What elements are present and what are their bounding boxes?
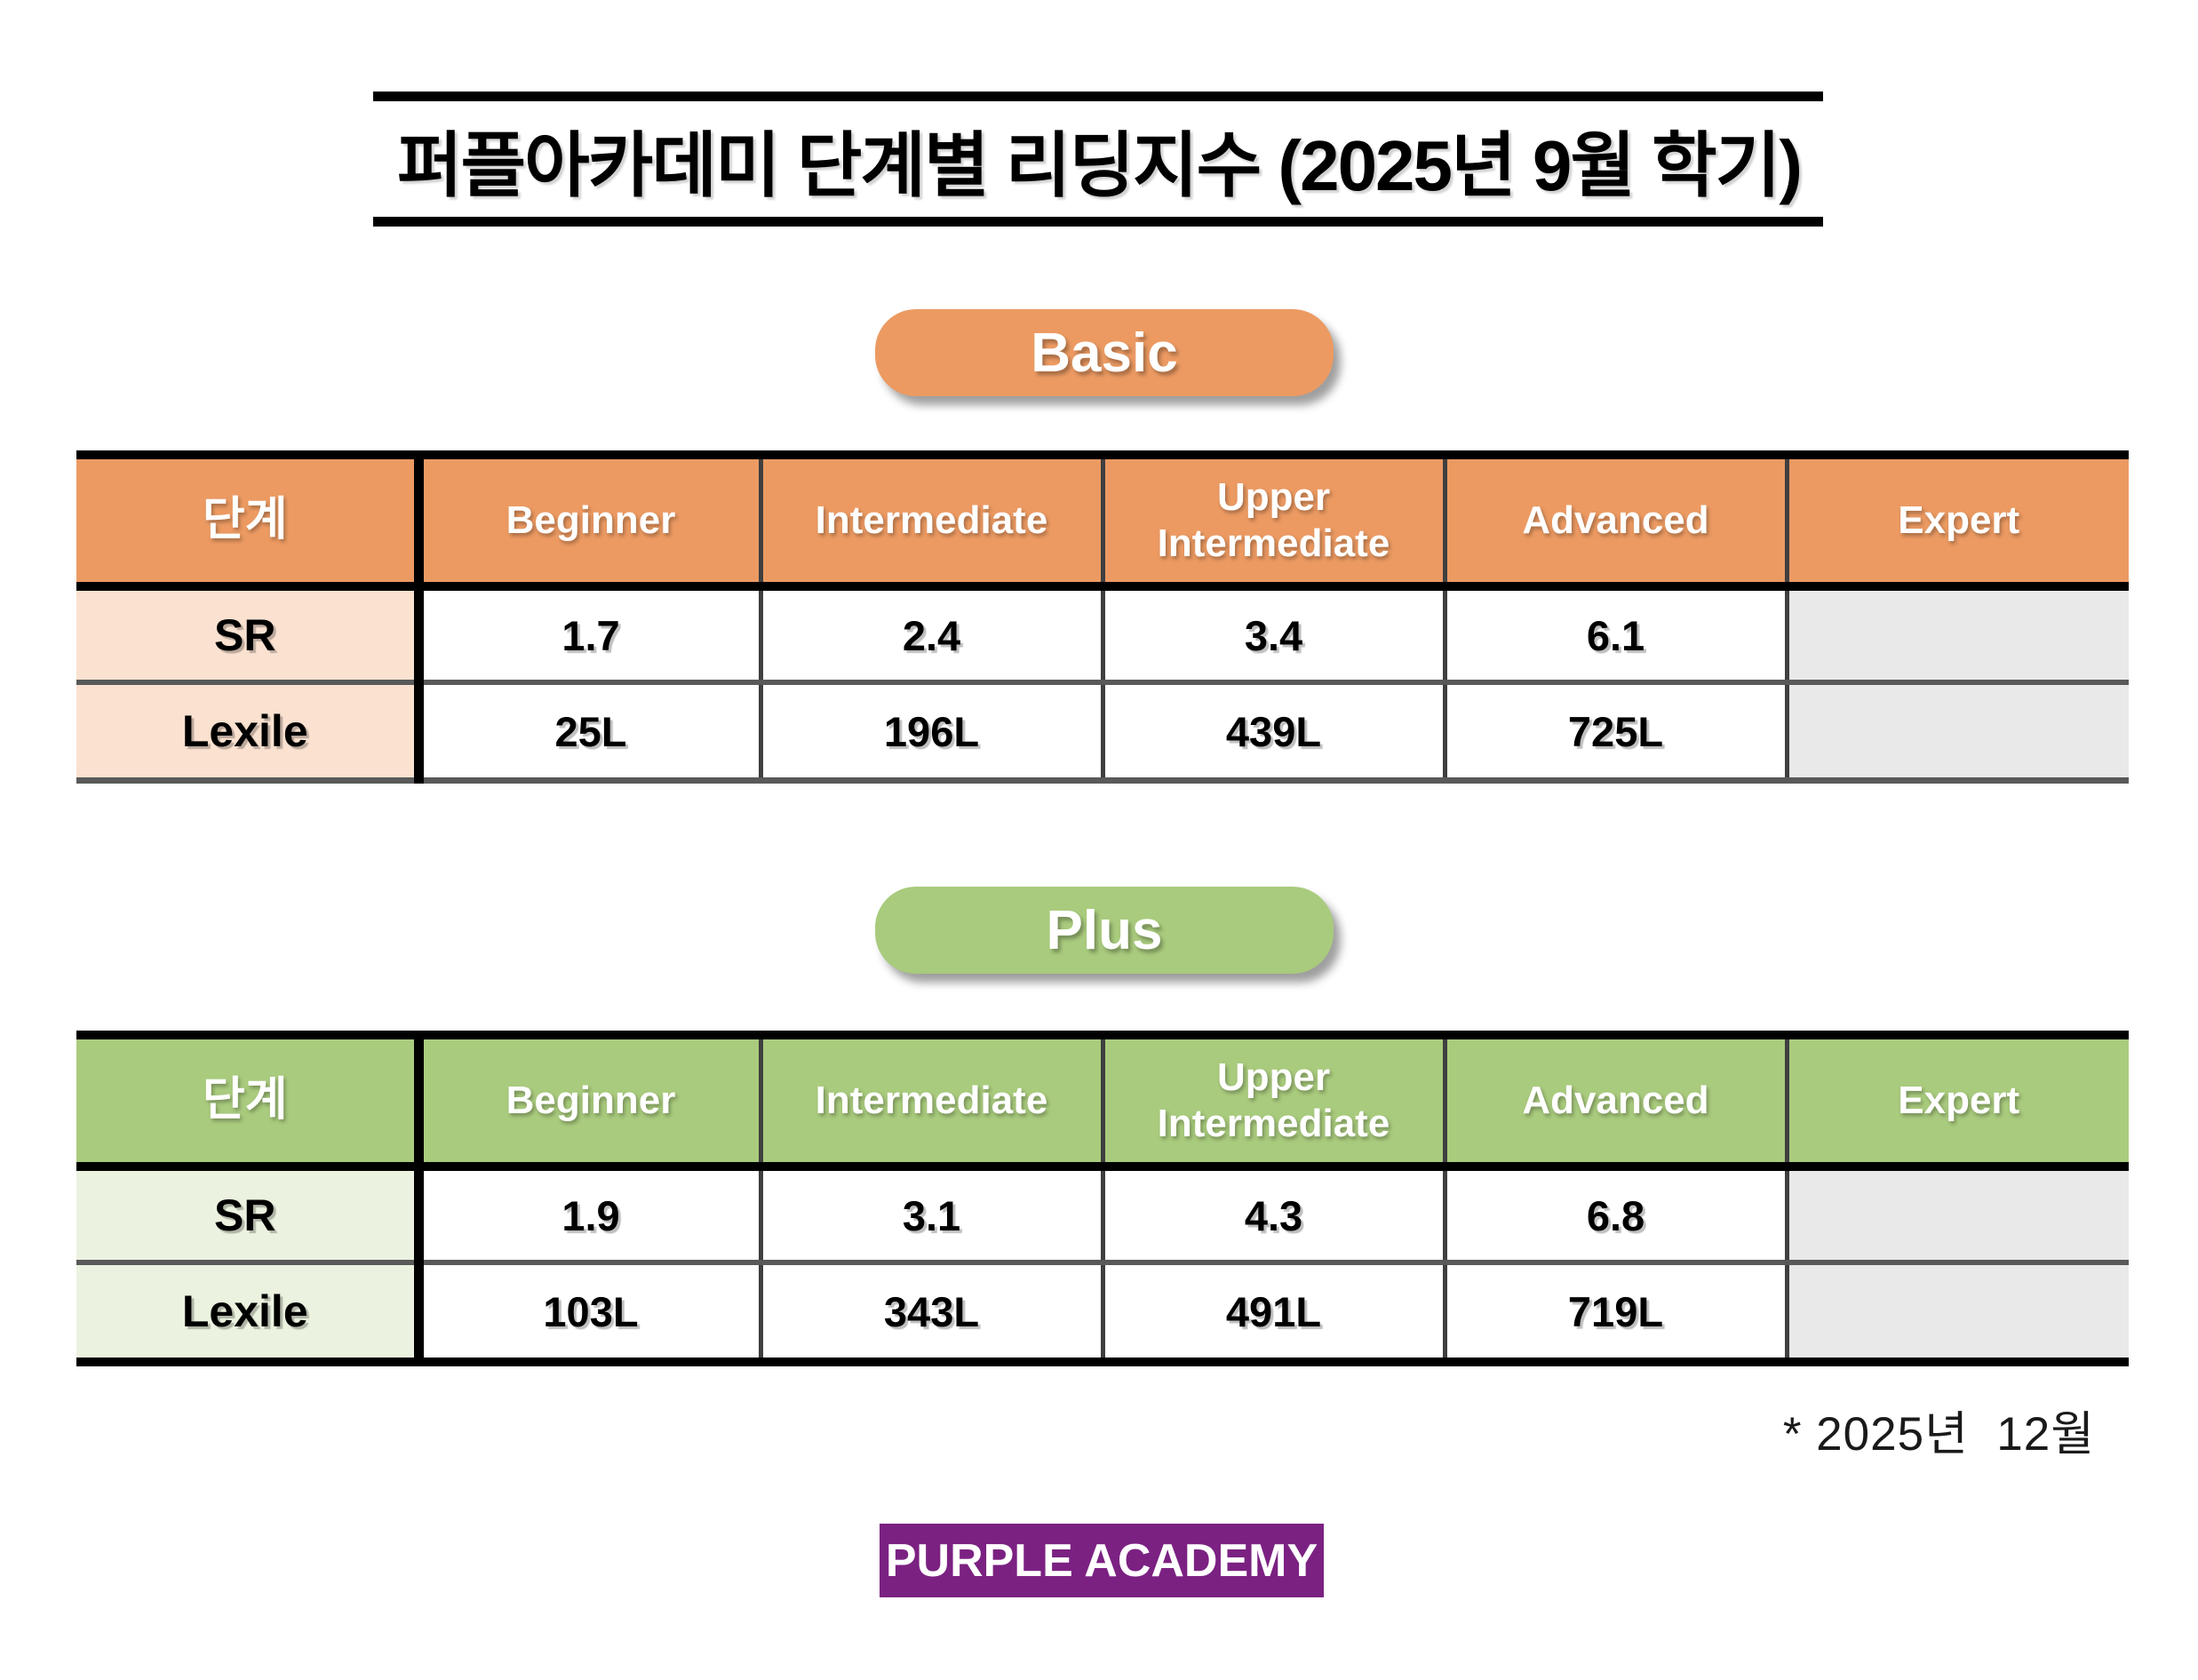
plus-sr-label: SR [76,1166,418,1265]
basic-sr-expert [1784,586,2129,685]
basic-sr-upper-intermediate: 3.4 [1100,586,1445,685]
title-rule-bottom [373,217,1823,227]
basic-sr-row: SR 1.7 2.4 3.4 6.1 [76,586,2129,685]
plus-header-stage: 단계 [76,1031,418,1171]
basic-lexile-intermediate: 196L [758,682,1103,784]
basic-header-stage: 단계 [76,450,418,591]
purple-academy-logo: PURPLE ACADEMY [880,1524,1324,1597]
plus-badge: Plus [875,887,1334,974]
plus-lexile-expert [1784,1262,2129,1366]
plus-header-intermediate: Intermediate [758,1031,1103,1171]
plus-lexile-row: Lexile 103L 343L 491L 719L [76,1262,2129,1366]
plus-sr-expert [1784,1166,2129,1265]
basic-sr-beginner: 1.7 [413,586,761,685]
plus-header-expert: Expert [1784,1031,2129,1171]
plus-sr-upper-intermediate: 4.3 [1100,1166,1445,1265]
plus-header-upper-intermediate: Upper Intermediate [1100,1031,1445,1171]
basic-lexile-beginner: 25L [413,682,761,784]
plus-sr-row: SR 1.9 3.1 4.3 6.8 [76,1166,2129,1265]
plus-badge-label: Plus [1046,899,1163,961]
basic-header-advanced: Advanced [1442,450,1787,591]
basic-lexile-row: Lexile 25L 196L 439L 725L [76,682,2129,784]
basic-table: 단계 Beginner Intermediate Upper Intermedi… [76,450,2129,784]
basic-sr-advanced: 6.1 [1442,586,1787,685]
basic-lexile-upper-intermediate: 439L [1100,682,1445,784]
basic-header-upper-intermediate: Upper Intermediate [1100,450,1445,591]
plus-lexile-upper-intermediate: 491L [1100,1262,1445,1366]
basic-sr-label: SR [76,586,418,685]
plus-sr-intermediate: 3.1 [758,1166,1103,1265]
title-rule-top [373,92,1823,101]
plus-sr-advanced: 6.8 [1442,1166,1787,1265]
basic-header-beginner: Beginner [413,450,761,591]
plus-lexile-beginner: 103L [413,1262,761,1366]
plus-header-row: 단계 Beginner Intermediate Upper Intermedi… [76,1031,2129,1171]
plus-table: 단계 Beginner Intermediate Upper Intermedi… [76,1031,2129,1366]
purple-academy-logo-text: PURPLE ACADEMY [885,1534,1318,1587]
basic-sr-intermediate: 2.4 [758,586,1103,685]
basic-lexile-advanced: 725L [1442,682,1787,784]
basic-header-expert: Expert [1784,450,2129,591]
plus-lexile-label: Lexile [76,1262,418,1366]
basic-lexile-expert [1784,682,2129,784]
basic-header-row: 단계 Beginner Intermediate Upper Intermedi… [76,450,2129,591]
plus-header-beginner: Beginner [413,1031,761,1171]
basic-lexile-label: Lexile [76,682,418,784]
page-title: 퍼플아카데미 단계별 리딩지수 (2025년 9월 학기) [396,126,1803,205]
footnote: * 2025년 12월 [1782,1408,2095,1461]
plus-lexile-advanced: 719L [1442,1262,1787,1366]
basic-badge-label: Basic [1031,322,1178,384]
plus-header-advanced: Advanced [1442,1031,1787,1171]
plus-sr-beginner: 1.9 [413,1166,761,1265]
basic-header-intermediate: Intermediate [758,450,1103,591]
basic-badge: Basic [875,309,1334,396]
plus-lexile-intermediate: 343L [758,1262,1103,1366]
